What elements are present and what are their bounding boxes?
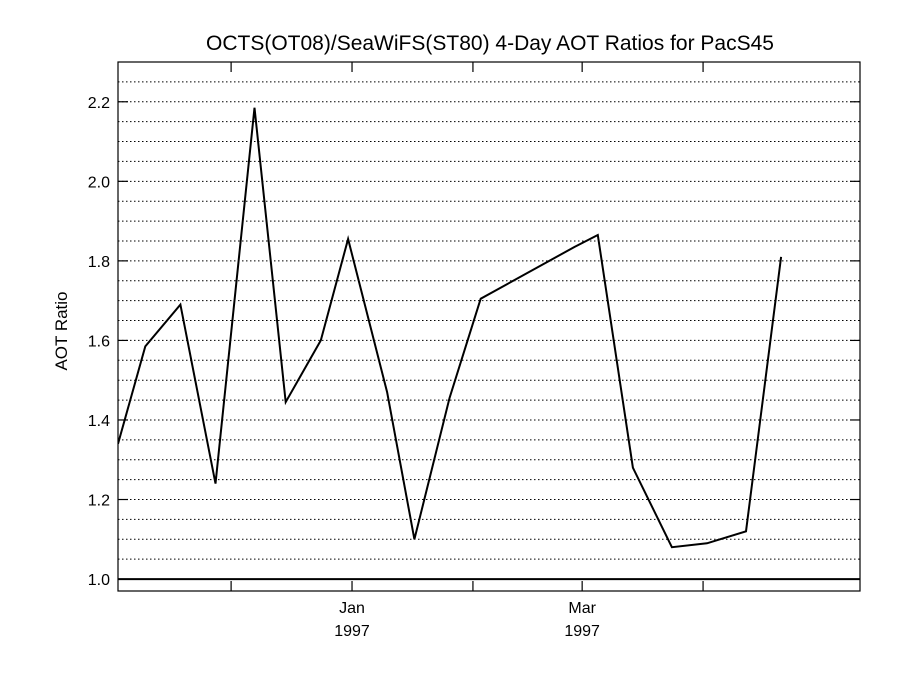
series-line [118, 107, 783, 549]
x-tick-sublabel: 1997 [334, 623, 370, 640]
grid-lines [118, 81, 860, 560]
data-series [118, 107, 783, 549]
y-tick-label: 2.0 [88, 174, 110, 191]
x-tick-sublabel: 1997 [564, 623, 600, 640]
y-tick-label: 1.4 [88, 413, 110, 430]
x-tick-label: Jan [339, 600, 365, 617]
y-tick-label: 1.8 [88, 254, 110, 271]
plot-frame [117, 61, 861, 592]
y-tick-label: 1.0 [88, 572, 110, 589]
chart-title: OCTS(OT08)/SeaWiFS(ST80) 4-Day AOT Ratio… [206, 32, 774, 55]
y-tick-label: 1.6 [88, 333, 110, 350]
y-tick-label: 2.2 [88, 95, 110, 112]
axes [117, 61, 861, 592]
y-axis-label: AOT Ratio [52, 291, 71, 370]
x-tick-label: Mar [568, 600, 596, 617]
tick-labels: 1.0 1.2 1.4 1.6 1.8 2.0 2.2 Jan 1997 Mar 1997 [88, 95, 600, 640]
y-tick-label: 1.2 [88, 493, 110, 510]
